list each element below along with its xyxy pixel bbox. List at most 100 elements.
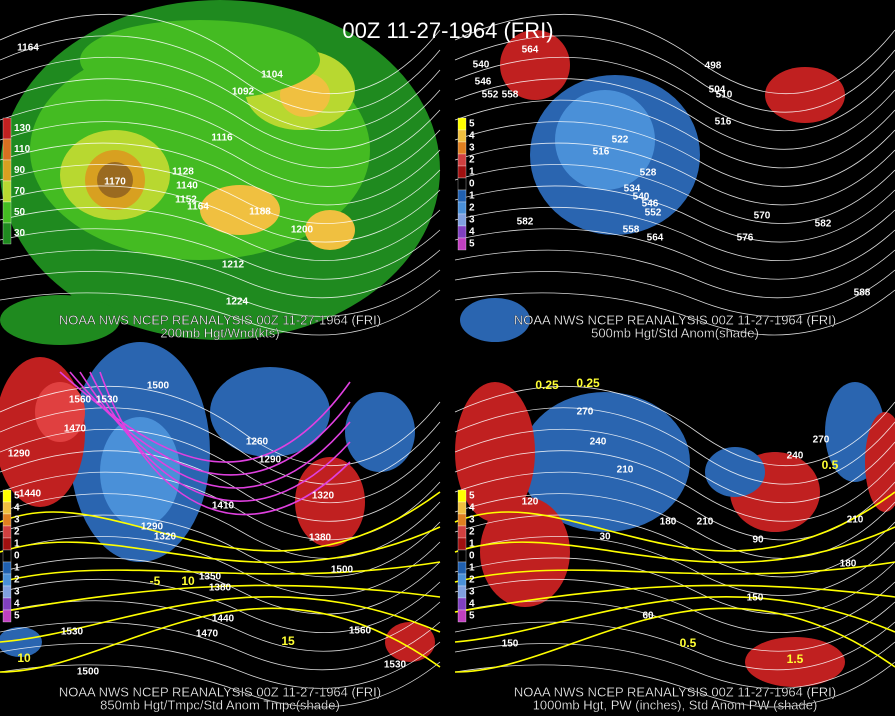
shaded-region xyxy=(80,20,320,100)
contour-label: 1164 xyxy=(17,43,39,54)
legend-label: 1 xyxy=(14,563,20,574)
legend-label: 90 xyxy=(14,165,26,176)
contour-label: 1140 xyxy=(176,181,198,192)
shaded-region xyxy=(745,637,845,687)
contour-label: 576 xyxy=(737,233,754,244)
legend-label: 30 xyxy=(14,228,26,239)
contour-line xyxy=(454,185,895,243)
contour-line xyxy=(0,269,441,317)
shaded-region xyxy=(385,622,435,662)
magenta-contour xyxy=(99,371,351,516)
shaded-region xyxy=(97,162,133,198)
contour-label: 540 xyxy=(473,60,490,71)
contour-line xyxy=(454,13,895,95)
legend-swatch xyxy=(457,225,467,239)
legend-label: 3 xyxy=(469,215,475,226)
contour-label: 1188 xyxy=(249,207,271,218)
legend-label: 50 xyxy=(14,207,26,218)
legend-swatch xyxy=(2,513,12,527)
legend-swatch xyxy=(457,117,467,131)
contour-label: 1560 xyxy=(69,395,92,406)
contour-label: 558 xyxy=(502,90,519,101)
shaded-region xyxy=(210,367,330,457)
yellow-contour xyxy=(454,491,895,552)
contour-line xyxy=(0,641,441,689)
shaded-region xyxy=(0,295,120,345)
legend-swatch xyxy=(2,537,12,551)
legend-swatch xyxy=(2,585,12,599)
yellow-contour xyxy=(0,491,441,552)
contour-label: 240 xyxy=(787,451,804,462)
pw-contour-label: 0.5 xyxy=(680,636,697,650)
legend-label: 3 xyxy=(469,515,475,526)
shaded-region xyxy=(200,185,280,235)
contour-label: 528 xyxy=(640,168,657,179)
yellow-contour xyxy=(454,526,895,564)
contour-label: 1212 xyxy=(222,260,245,271)
contour-label: 1530 xyxy=(384,660,407,671)
legend-swatch xyxy=(457,237,467,251)
contour-label: 1170 xyxy=(104,177,126,188)
contour-line xyxy=(0,206,441,262)
contour-line xyxy=(454,600,895,652)
legend-swatch xyxy=(457,201,467,215)
contour-line xyxy=(0,13,441,95)
legend-swatch xyxy=(457,165,467,179)
contour-label: 564 xyxy=(647,233,664,244)
contour-line xyxy=(454,164,895,224)
pw-contour-label: 0.25 xyxy=(576,376,600,390)
contour-label: 534 xyxy=(624,184,641,195)
legend-label: 5 xyxy=(14,611,20,622)
legend-label: 1 xyxy=(469,563,475,574)
contour-label: 564 xyxy=(522,45,539,56)
contour-line xyxy=(0,557,441,615)
legend-swatch xyxy=(457,129,467,143)
legend-swatch xyxy=(2,525,12,539)
legend-label: 1 xyxy=(469,191,475,202)
yellow-contour xyxy=(454,607,895,673)
yellow-contour xyxy=(0,561,441,583)
contour-label: 210 xyxy=(697,517,714,528)
pw-contour-label: 10 xyxy=(181,574,195,588)
legend-swatch xyxy=(457,489,467,503)
contour-label: 510 xyxy=(716,90,733,101)
panel-subcaption: 850mb Hgt/Tmpc/Std Anom Tmpc(shade) xyxy=(100,697,340,712)
legend-swatch xyxy=(2,117,12,140)
contour-label: 504 xyxy=(709,85,726,96)
legend-swatch xyxy=(457,549,467,563)
contour-line xyxy=(0,228,441,280)
yellow-contour xyxy=(0,584,441,613)
contour-line xyxy=(454,578,895,634)
legend-label: 2 xyxy=(469,575,475,586)
contour-label: 588 xyxy=(854,288,871,299)
legend-swatch xyxy=(2,549,12,563)
legend-swatch xyxy=(457,153,467,167)
contour-line xyxy=(454,206,895,262)
panel-caption: NOAA NWS NCEP REANALYSIS 00Z 11-27-1964 … xyxy=(514,312,836,327)
shaded-region xyxy=(460,298,530,342)
contour-line xyxy=(454,56,895,132)
legend-swatch xyxy=(2,180,12,203)
legend-swatch xyxy=(457,561,467,575)
contour-label: 1350 xyxy=(199,572,222,583)
shaded-region xyxy=(35,382,85,442)
contour-label: 1410 xyxy=(212,501,235,512)
legend-swatch xyxy=(2,573,12,587)
contour-label: 1290 xyxy=(259,455,282,466)
magenta-contour xyxy=(69,371,351,476)
contour-line xyxy=(454,641,895,689)
contour-line xyxy=(0,578,441,634)
contour-line xyxy=(454,269,895,317)
contour-label: 1380 xyxy=(209,583,232,594)
contour-line xyxy=(454,661,895,708)
legend-swatch xyxy=(457,177,467,191)
contour-label: 1320 xyxy=(312,491,335,502)
contour-label: 516 xyxy=(593,147,610,158)
contour-label: 120 xyxy=(522,497,539,508)
yellow-contour xyxy=(454,584,895,613)
contour-label: 552 xyxy=(482,90,499,101)
contour-label: 1500 xyxy=(77,667,100,678)
